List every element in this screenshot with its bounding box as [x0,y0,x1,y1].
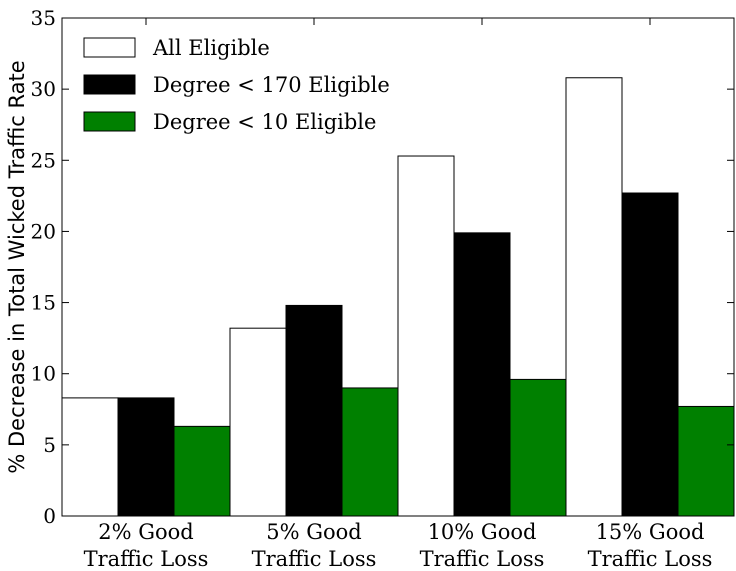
x-tick-label: Traffic Loss [588,547,713,571]
y-tick-label: 15 [31,291,56,315]
bar-all-eligible-2 [229,327,287,517]
bars-group [61,77,735,517]
bar-degree-170-eligible-2 [285,304,343,517]
bar-all-eligible-4 [565,77,623,517]
bar-all-eligible-1 [61,397,119,517]
y-tick-label: 35 [31,6,56,30]
y-tick-label: 10 [31,362,56,386]
y-tick-label: 0 [43,504,56,528]
y-tick-label: 30 [31,77,56,101]
legend-swatch [83,74,136,95]
bar-degree-170-eligible-4 [621,192,679,517]
y-tick-label: 25 [31,148,56,172]
bar-degree-170-eligible-1 [117,397,175,517]
x-axis-ticks: 2% Good Traffic Loss 5% Good Traffic Loss 10… [84,18,713,571]
x-tick-label: Traffic Loss [84,547,209,571]
x-tick-label: 15% Good [596,520,705,544]
legend-label: Degree < 10 Eligible [153,110,376,134]
legend-swatch [83,111,136,132]
bar-all-eligible-3 [397,155,455,517]
x-tick-label: 5% Good [266,520,362,544]
x-tick-label: Traffic Loss [252,547,377,571]
y-axis-label: % Decrease in Total Wicked Traffic Rate [5,60,29,473]
y-tick-label: 20 [31,219,56,243]
bar-degree-10-eligible-2 [341,387,399,517]
x-tick-label: 10% Good [428,520,537,544]
legend-label: Degree < 170 Eligible [153,73,390,97]
plot-frame [61,17,735,517]
bar-degree-10-eligible-4 [677,405,735,517]
bar-degree-170-eligible-3 [453,232,511,517]
bar-degree-10-eligible-3 [509,378,567,517]
legend: All Eligible Degree < 170 Eligible Degree … [83,36,390,134]
legend-label: All Eligible [152,36,270,60]
y-tick-label: 5 [43,433,56,457]
x-tick-label: 2% Good [98,520,194,544]
y-axis-ticks: 0 5 10 15 20 25 30 35 [31,6,734,528]
legend-swatch [83,37,136,58]
x-tick-label: Traffic Loss [420,547,545,571]
bar-degree-10-eligible-1 [173,425,231,517]
